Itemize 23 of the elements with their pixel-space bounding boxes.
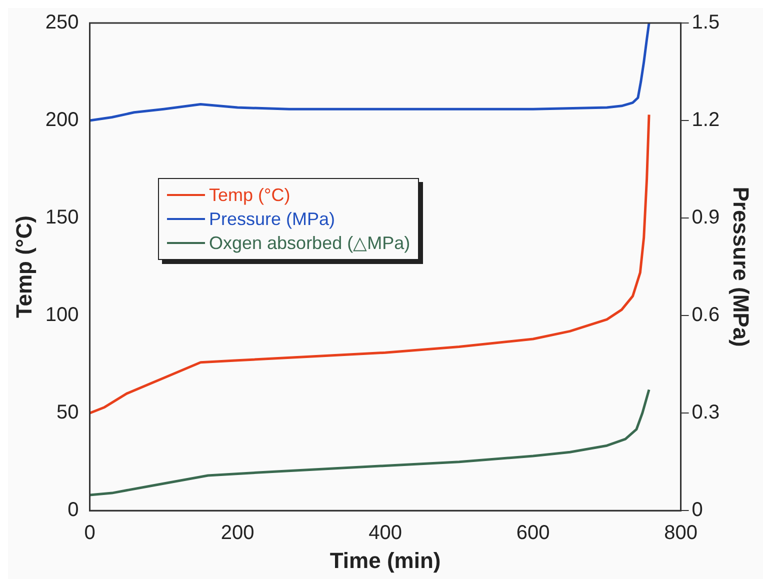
x-tick-label: 400 — [368, 522, 402, 544]
x-axis-title: Time (min) — [330, 548, 441, 573]
y-tick-label: 0 — [68, 499, 79, 522]
y2-tick-label: 0.3 — [692, 402, 720, 424]
y2-axis-title: Pressure (MPa) — [728, 186, 754, 347]
y-tick-label: 100 — [45, 304, 79, 326]
x-tick-label: 200 — [220, 522, 254, 544]
y-tick-label: 250 — [45, 12, 79, 34]
y-tick-label: 50 — [56, 402, 79, 424]
y-tick-label: 150 — [45, 206, 79, 229]
y2-tick-label: 0.6 — [692, 304, 720, 326]
y2-tick-label: 1.2 — [692, 109, 720, 132]
legend-label: Oxgen absorbed (△MPa) — [209, 232, 410, 255]
y2-tick-label: 1.5 — [692, 12, 720, 34]
y2-tick-label: 0.9 — [692, 206, 720, 229]
x-tick-label: 600 — [516, 522, 550, 544]
y-tick-label: 200 — [45, 109, 79, 132]
x-tick-label: 800 — [664, 522, 698, 544]
y-axis-title: Temp (°C) — [11, 216, 36, 318]
legend-label: Pressure (MPa) — [209, 208, 336, 231]
legend-label: Temp (°C) — [209, 184, 290, 207]
y2-tick-label: 0 — [692, 499, 703, 522]
x-tick-label: 0 — [84, 522, 96, 544]
